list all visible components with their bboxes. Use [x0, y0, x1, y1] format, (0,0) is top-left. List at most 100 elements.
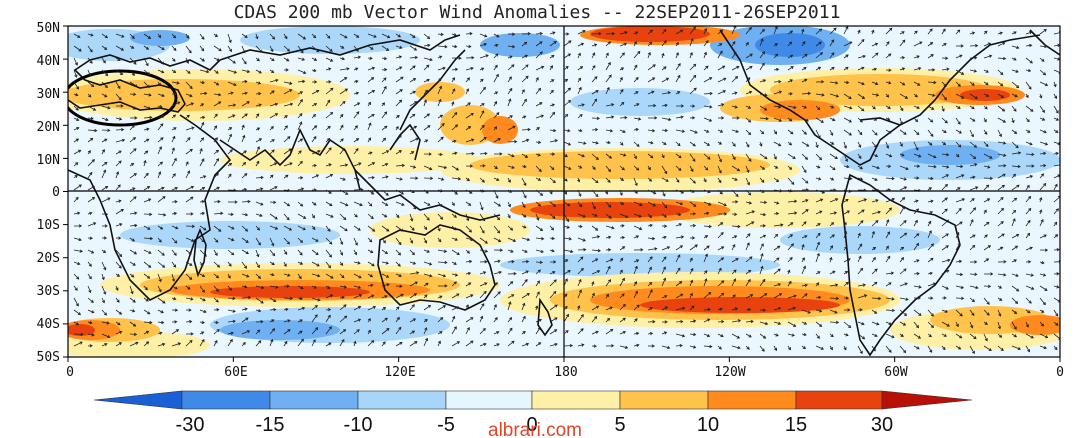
wind-arrow: [297, 176, 304, 180]
wind-arrow: [255, 320, 264, 324]
wind-arrow: [213, 340, 218, 347]
wind-arrow: [703, 344, 713, 349]
wind-arrow: [465, 88, 470, 95]
wind-arrow: [1053, 141, 1060, 146]
wind-arrow: [983, 165, 991, 169]
wind-arrow: [983, 141, 989, 148]
wind-arrow: [493, 73, 499, 83]
wind-arrow: [661, 213, 667, 218]
wind-arrow: [283, 237, 290, 245]
wind-arrow: [857, 117, 863, 123]
wind-arrow: [717, 65, 726, 71]
wind-arrow: [395, 163, 406, 168]
wind-arrow: [731, 153, 736, 161]
wind-arrow: [255, 33, 259, 40]
wind-arrow: [213, 81, 220, 86]
wind-arrow: [969, 141, 978, 148]
wind-arrow: [339, 100, 346, 107]
wind-arrow: [633, 103, 640, 107]
wind-arrow: [437, 44, 448, 49]
wind-arrow: [479, 271, 487, 275]
wind-arrow: [563, 87, 572, 95]
wind-arrow: [941, 174, 949, 179]
wind-arrow: [101, 333, 111, 339]
colorbar-label: 10: [697, 414, 719, 436]
wind-arrow: [759, 38, 764, 47]
wind-arrow: [773, 80, 782, 84]
wind-arrow: [829, 333, 834, 338]
wind-arrow: [703, 129, 710, 133]
wind-arrow: [983, 129, 988, 135]
wind-arrow: [661, 153, 665, 159]
wind-arrow: [269, 338, 274, 347]
wind-arrow: [423, 294, 428, 299]
wind-arrow: [773, 201, 780, 205]
wind-arrow: [73, 162, 79, 167]
wind-arrow: [73, 69, 78, 78]
wind-arrow: [269, 297, 277, 302]
wind-arrow: [913, 345, 920, 350]
wind-arrow: [941, 141, 947, 146]
wind-arrow: [311, 164, 317, 168]
wind-arrow: [115, 249, 123, 258]
wind-arrow: [815, 241, 820, 251]
wind-arrow: [325, 174, 334, 179]
wind-arrow: [409, 125, 418, 131]
wind-arrow: [367, 101, 372, 107]
wind-arrow: [73, 149, 82, 155]
wind-arrow: [549, 329, 558, 335]
wind-arrow: [969, 219, 974, 227]
wind-arrow: [521, 278, 528, 287]
wind-arrow: [199, 33, 205, 40]
wind-arrow: [339, 148, 345, 155]
wind-arrow: [353, 225, 361, 231]
wind-arrow: [605, 225, 615, 230]
wind-arrow: [703, 333, 711, 338]
wind-arrow: [241, 285, 248, 289]
wind-arrow: [479, 67, 485, 71]
wind-arrow: [297, 160, 303, 167]
wind-arrow: [101, 93, 108, 98]
wind-arrow: [801, 235, 808, 239]
wind-arrow: [549, 236, 555, 240]
lat-label: 20N: [37, 120, 60, 135]
wind-arrow: [801, 332, 807, 337]
wind-arrow: [115, 33, 125, 38]
wind-arrow: [311, 45, 320, 53]
wind-arrow: [591, 43, 598, 47]
wind-arrow: [101, 285, 107, 295]
wind-arrow: [717, 50, 723, 59]
wind-arrow: [255, 160, 260, 167]
wind-arrow: [801, 345, 807, 350]
wind-arrow: [437, 237, 442, 243]
wind-arrow: [73, 138, 80, 143]
wind-arrow: [703, 270, 708, 275]
wind-arrow: [1053, 105, 1059, 114]
wind-arrow: [661, 189, 666, 197]
wind-arrow: [423, 304, 432, 311]
wind-arrow: [451, 77, 455, 83]
wind-arrow: [115, 93, 122, 101]
wind-arrow: [815, 210, 823, 215]
wind-arrow: [185, 212, 194, 216]
lon-label: 180: [554, 365, 577, 380]
wind-arrow: [605, 293, 609, 299]
wind-arrow: [983, 93, 990, 97]
wind-arrow: [115, 184, 121, 191]
wind-arrow: [955, 117, 961, 125]
wind-arrow: [409, 90, 416, 95]
wind-arrow: [465, 44, 472, 49]
wind-arrow: [199, 57, 205, 62]
colorbar-label: -5: [437, 414, 455, 436]
colorbar-segment: [445, 390, 533, 410]
wind-arrow: [661, 306, 668, 311]
wind-arrow: [773, 53, 779, 59]
wind-arrow: [857, 188, 867, 192]
wind-arrow: [759, 253, 764, 263]
wind-arrow: [423, 78, 430, 83]
wind-arrow: [1039, 173, 1045, 179]
wind-arrow: [619, 67, 625, 71]
wind-arrow: [997, 297, 1003, 301]
wind-arrow: [605, 31, 616, 36]
wind-arrow: [829, 105, 835, 109]
